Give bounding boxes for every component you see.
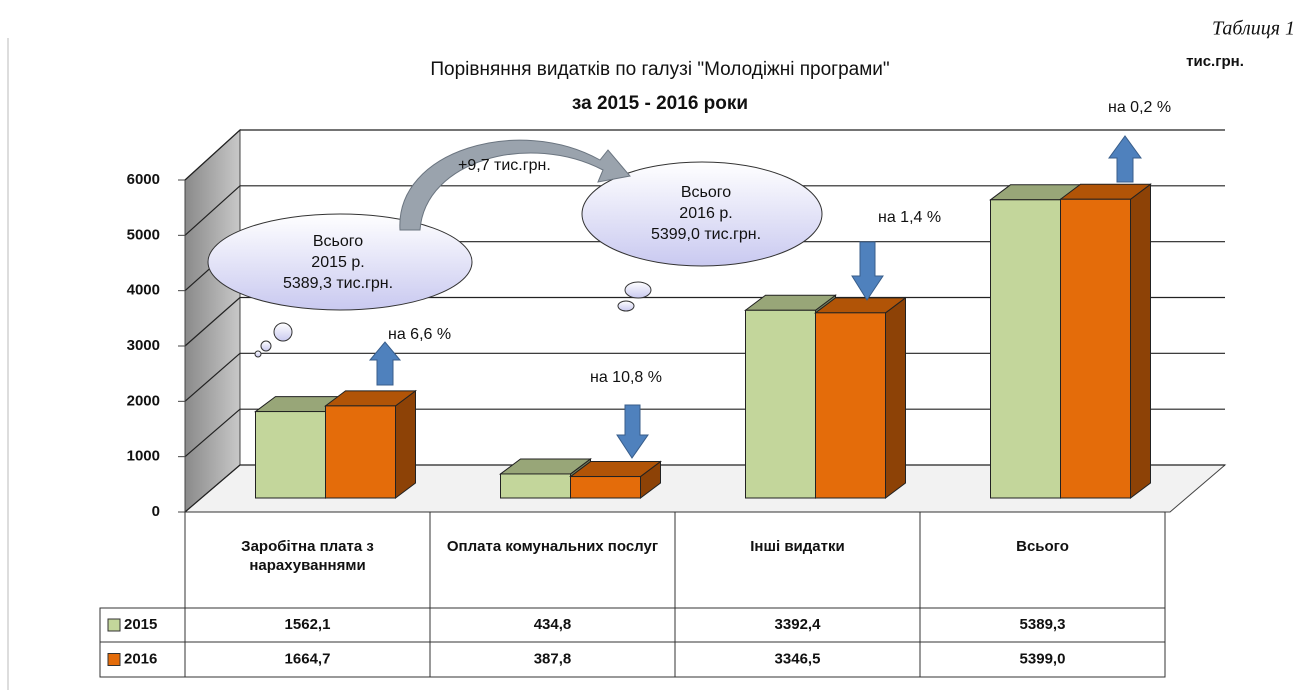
table-value: 3392,4 (775, 616, 822, 633)
table-label: Таблиця 1 (1212, 18, 1295, 40)
bar (500, 473, 571, 499)
cloud-bubble (273, 322, 293, 342)
up-arrow (1108, 135, 1142, 183)
bar-side (885, 296, 906, 499)
callout-text: 2016 р. (679, 205, 732, 222)
bar (255, 411, 326, 499)
down-arrow (851, 241, 884, 301)
data-table: 2015 1562,1 434,8 3392,4 5389,3 2016 1664,7 387… (99, 511, 1166, 678)
callout-text: 2015 р. (311, 254, 364, 271)
y-tick-label: 0 (152, 503, 160, 520)
category-label: Заробітна плата з нарахуваннями (241, 538, 374, 574)
table-value: 434,8 (534, 616, 572, 633)
chart-title: Порівняння видатків по галузі "Молодіжні… (430, 59, 889, 80)
legend-swatch (107, 618, 121, 632)
bar-side (395, 389, 416, 499)
grid-line (184, 185, 1225, 236)
table-value: 3346,5 (775, 650, 821, 667)
table-value: 5389,3 (1020, 616, 1066, 633)
callout-text: 5389,3 тис.грн. (283, 275, 393, 292)
y-tick-label: 3000 (127, 337, 160, 354)
bars (254, 183, 1152, 499)
cloud-bubble (254, 350, 262, 358)
legend-swatch (107, 653, 121, 666)
legend-label: 2015 (124, 616, 157, 633)
transfer-arrow (399, 139, 631, 231)
cloud (581, 161, 823, 267)
change-label: на 1,4 % (878, 209, 941, 226)
bar (1060, 198, 1131, 499)
table-value: 1562,1 (285, 616, 331, 633)
difference-label: +9,7 тис.грн. (458, 157, 551, 174)
bar (815, 312, 886, 499)
y-tick-label: 2000 (127, 392, 160, 409)
change-label: на 0,2 % (1108, 99, 1171, 116)
annotations: на 6,6 % на 10,8 % на 1,4 % на 0,2 % +9,7 ти… (283, 99, 1171, 386)
y-tick-label: 6000 (127, 171, 160, 188)
bar-side (1130, 183, 1151, 499)
cloud-bubble (260, 340, 272, 352)
change-label: на 6,6 % (388, 326, 451, 343)
cloud-bubble (624, 281, 652, 299)
category-label: Всього (1016, 538, 1069, 555)
up-arrow (368, 341, 402, 386)
callout-text: Всього (313, 233, 363, 250)
down-arrow (616, 404, 649, 459)
category-label: Інші видатки (750, 538, 845, 555)
table-value: 387,8 (534, 650, 572, 667)
change-label: на 10,8 % (590, 369, 662, 386)
cloud (207, 213, 473, 311)
cloud-bubble (617, 300, 635, 312)
callout-text: 5399,0 тис.грн. (651, 226, 761, 243)
legend-label: 2016 (124, 650, 157, 667)
category-label: Оплата комунальних послуг (446, 538, 659, 555)
unit: тис.грн. (1186, 53, 1244, 70)
grid-line (184, 129, 1225, 181)
bar (570, 476, 641, 499)
bar (745, 309, 816, 499)
decorations (207, 135, 1142, 459)
table-value: 1664,7 (285, 650, 331, 667)
y-tick-label: 4000 (127, 282, 160, 299)
callout-text: Всього (681, 184, 731, 201)
table-value: 5399,0 (1020, 650, 1066, 667)
y-tick-label: 1000 (127, 448, 160, 465)
chart-subtitle: за 2015 - 2016 роки (572, 93, 748, 114)
bar (990, 199, 1061, 499)
bar (325, 405, 396, 499)
y-tick-label: 5000 (127, 226, 160, 243)
